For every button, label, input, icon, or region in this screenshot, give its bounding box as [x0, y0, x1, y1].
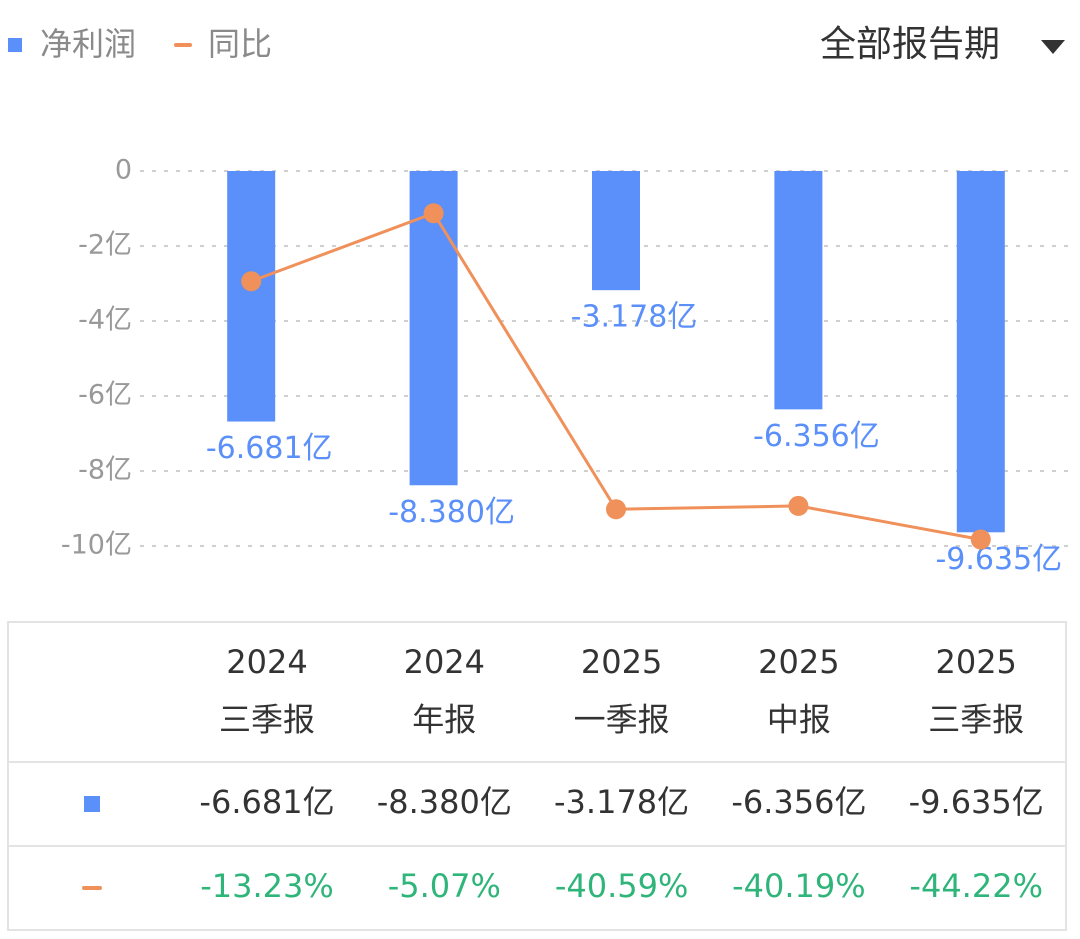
y-tick-label: -2亿 [78, 230, 132, 261]
table-header: 2024 三季报 [219, 643, 315, 739]
bar [227, 171, 276, 422]
table-legend-swatch [84, 796, 100, 812]
line-point [606, 499, 626, 520]
line-point [423, 203, 444, 224]
line-point [241, 271, 262, 292]
period-selector[interactable]: 全部报告期 [820, 24, 1065, 65]
table-cell: -40.19% [732, 867, 866, 905]
period-selector-label[interactable]: 全部报告期 [820, 24, 1000, 65]
table-cell: -40.59% [555, 867, 689, 905]
y-tick-label: -6亿 [78, 380, 132, 411]
table-header: 2025 一季报 [574, 643, 670, 739]
line-point [788, 495, 809, 516]
table-cell: -8.380亿 [377, 783, 512, 821]
bar-value-label: -9.635亿 [935, 542, 1062, 577]
bar [592, 171, 640, 291]
y-tick-label: 0 [115, 155, 132, 186]
table-cell: -3.178亿 [554, 783, 689, 821]
table-cell: -5.07% [388, 867, 501, 905]
bar-value-label: -6.356亿 [753, 419, 880, 454]
table-header: 2025 三季报 [928, 643, 1024, 739]
table-cell: -44.22% [909, 867, 1043, 905]
y-tick-label: -4亿 [78, 305, 132, 336]
table-cell: -13.23% [200, 867, 334, 905]
bar [956, 171, 1005, 533]
bar-value-label: -8.380亿 [388, 495, 515, 530]
bar-value-label: -6.681亿 [206, 431, 333, 466]
legend-swatch [8, 38, 22, 52]
table-cell: -9.635亿 [909, 783, 1044, 821]
dropdown-arrow[interactable] [1041, 40, 1065, 54]
table-header: 2024 年报 [404, 643, 485, 739]
legend-label: 净利润 [40, 25, 136, 63]
table-cell: -6.356亿 [731, 783, 866, 821]
y-tick-label: -8亿 [78, 455, 132, 486]
y-tick-label: -10亿 [61, 530, 132, 561]
legend-label: 同比 [208, 25, 272, 63]
table-cell: -6.681亿 [199, 783, 334, 821]
table-border [7, 621, 1067, 931]
bar-value-label: -3.178亿 [571, 300, 698, 335]
bar [774, 171, 823, 410]
table-legend-swatch [82, 886, 102, 890]
table-header: 2025 中报 [758, 643, 839, 739]
bar [409, 171, 458, 486]
legend-swatch [174, 43, 192, 47]
line-point [970, 529, 991, 550]
